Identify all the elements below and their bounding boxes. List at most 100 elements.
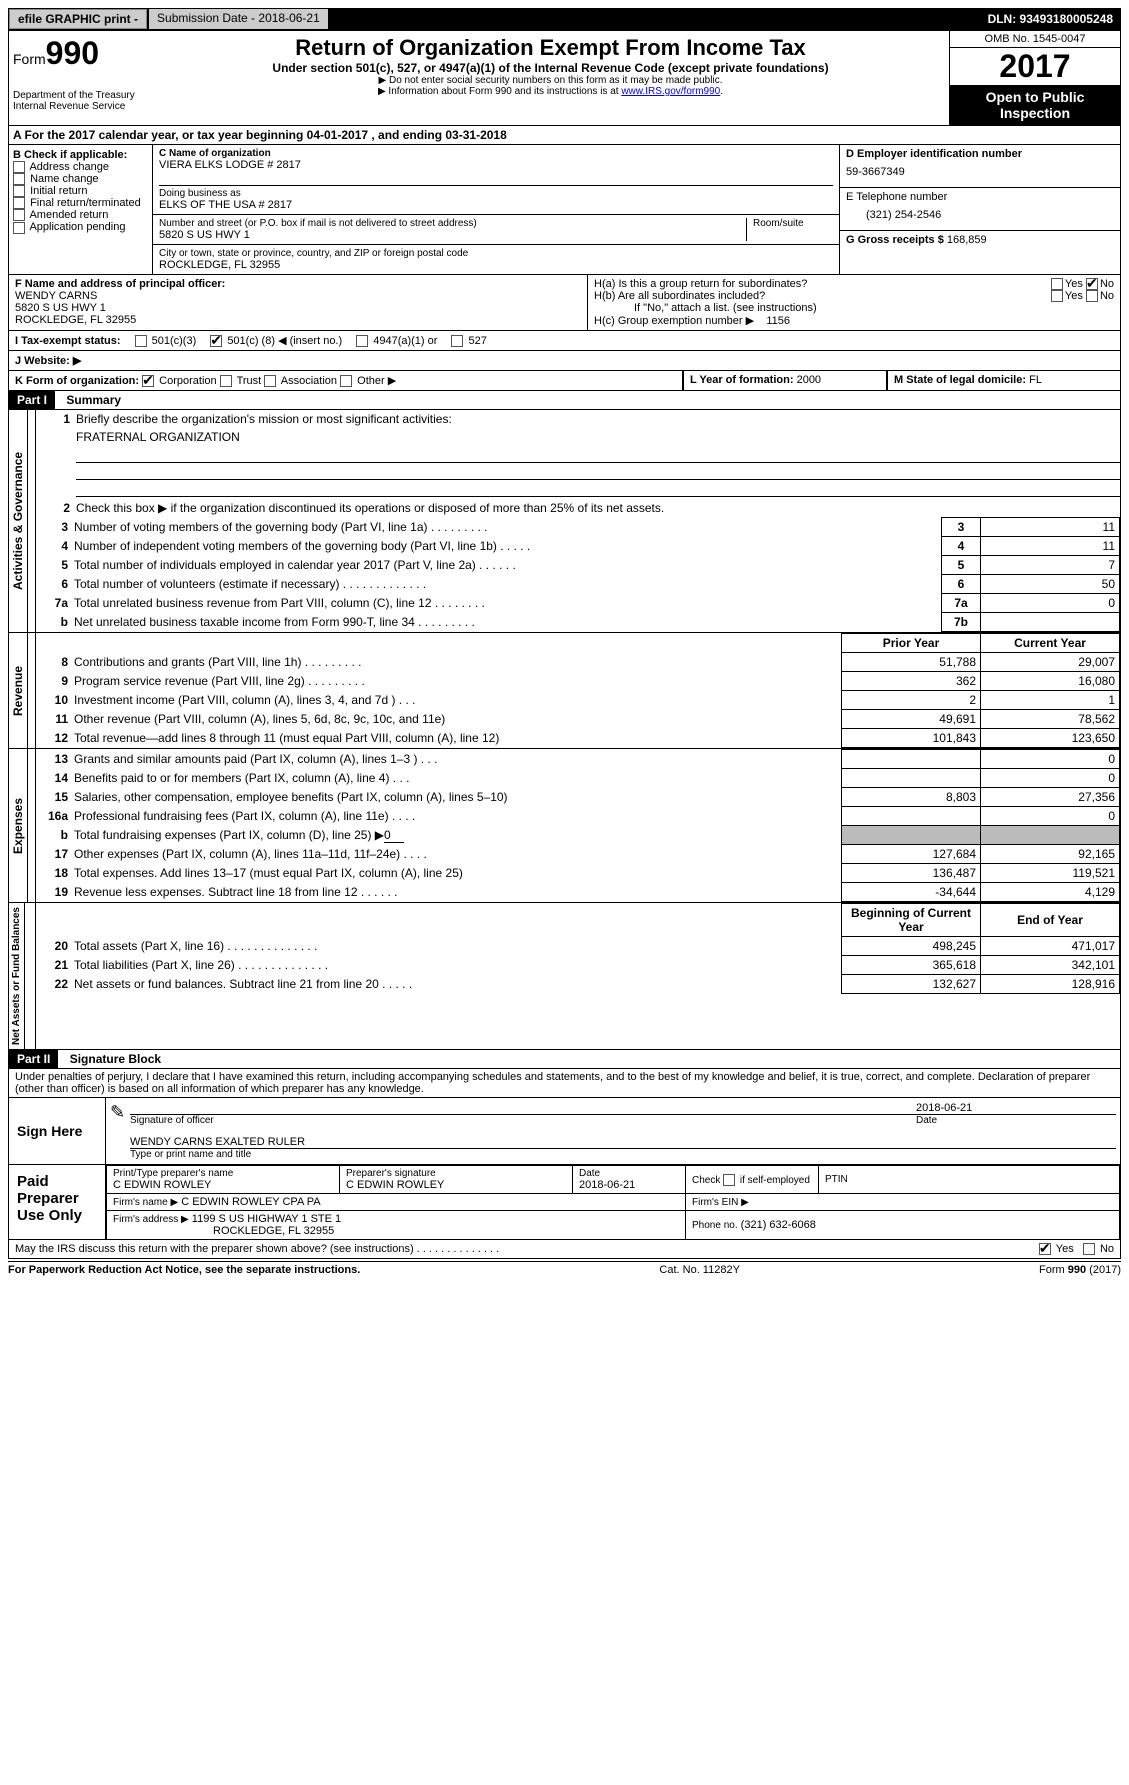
lbl-initial-return: Initial return xyxy=(30,185,87,197)
lbl-discuss-no: No xyxy=(1100,1243,1114,1255)
submission-date-label: Submission Date - 2018-06-21 xyxy=(149,9,328,29)
lbl-501c-close: ) ◀ (insert no.) xyxy=(271,335,342,347)
paperwork-notice: For Paperwork Reduction Act Notice, see … xyxy=(8,1264,360,1276)
lbl-telephone: E Telephone number xyxy=(846,191,1114,203)
line17-label: Other expenses (Part IX, column (A), lin… xyxy=(74,847,427,861)
checkbox-other[interactable] xyxy=(340,375,352,387)
checkbox-501c[interactable] xyxy=(210,335,222,347)
line8-curr: 29,007 xyxy=(981,653,1120,672)
checkbox-ha-yes[interactable] xyxy=(1051,278,1063,290)
checkbox-527[interactable] xyxy=(451,335,463,347)
line11-curr: 78,562 xyxy=(981,710,1120,729)
checkbox-hb-yes[interactable] xyxy=(1051,290,1063,302)
hb-question: H(b) Are all subordinates included? xyxy=(594,290,765,302)
lbl-final-return: Final return/terminated xyxy=(30,197,141,209)
line13-label: Grants and similar amounts paid (Part IX… xyxy=(74,752,437,766)
firm-addr2: ROCKLEDGE, FL 32955 xyxy=(113,1225,334,1237)
lbl-discuss-preparer: May the IRS discuss this return with the… xyxy=(15,1243,499,1255)
line11-label: Other revenue (Part VIII, column (A), li… xyxy=(74,712,445,726)
line13-curr: 0 xyxy=(981,750,1120,769)
lbl-name-title: Type or print name and title xyxy=(130,1149,1116,1160)
line3-value: 11 xyxy=(981,518,1120,537)
line22-label: Net assets or fund balances. Subtract li… xyxy=(74,977,412,991)
checkbox-application-pending[interactable] xyxy=(13,222,25,234)
line1-value: FRATERNAL ORGANIZATION xyxy=(36,428,1120,446)
line16b-curr-grey xyxy=(981,826,1120,845)
ein-value: 59-3667349 xyxy=(846,160,1114,184)
line19-prior: -34,644 xyxy=(842,883,981,902)
lbl-dba: Doing business as xyxy=(159,188,833,199)
dba-name: ELKS OF THE USA # 2817 xyxy=(159,199,833,211)
ha-question: H(a) Is this a group return for subordin… xyxy=(594,278,894,290)
open-to-public: Open to Public Inspection xyxy=(950,85,1120,125)
lbl-no-2: No xyxy=(1100,290,1114,302)
line12-prior: 101,843 xyxy=(842,729,981,748)
line21-prior: 365,618 xyxy=(842,956,981,975)
row-klm: K Form of organization: Corporation Trus… xyxy=(8,371,1121,391)
lbl-form-of-org: K Form of organization: xyxy=(15,375,139,387)
lbl-firm-ein: Firm's EIN ▶ xyxy=(692,1197,749,1208)
page-footer: For Paperwork Reduction Act Notice, see … xyxy=(8,1261,1121,1276)
top-bar: efile GRAPHIC print - Submission Date - … xyxy=(8,8,1121,30)
lbl-self-employed: Check if self-employed xyxy=(692,1175,810,1186)
lbl-prep-sig: Preparer's signature xyxy=(346,1168,566,1179)
line6-label: Total number of volunteers (estimate if … xyxy=(74,577,426,591)
checkbox-ha-no[interactable] xyxy=(1086,278,1098,290)
checkbox-initial-return[interactable] xyxy=(13,185,25,197)
lbl-state-domicile: M State of legal domicile: xyxy=(894,374,1026,386)
sign-here-label: Sign Here xyxy=(9,1098,105,1164)
checkbox-final-return[interactable] xyxy=(13,197,25,209)
lbl-application-pending: Application pending xyxy=(29,221,125,233)
checkbox-discuss-no[interactable] xyxy=(1083,1243,1095,1255)
checkbox-4947[interactable] xyxy=(356,335,368,347)
line16a-curr: 0 xyxy=(981,807,1120,826)
line20-curr: 471,017 xyxy=(981,937,1120,956)
line19-curr: 4,129 xyxy=(981,883,1120,902)
side-label-revenue: Revenue xyxy=(9,633,28,748)
section-fh: F Name and address of principal officer:… xyxy=(8,275,1121,331)
line4-label: Number of independent voting members of … xyxy=(74,539,530,553)
ssn-note: ▶ Do not enter social security numbers o… xyxy=(156,75,945,86)
checkbox-name-change[interactable] xyxy=(13,173,25,185)
hc-question: H(c) Group exemption number ▶ xyxy=(594,315,754,327)
line14-prior xyxy=(842,769,981,788)
line10-curr: 1 xyxy=(981,691,1120,710)
officer-addr1: 5820 S US HWY 1 xyxy=(15,302,106,314)
hc-value: 1156 xyxy=(766,315,790,327)
line12-curr: 123,650 xyxy=(981,729,1120,748)
lbl-prep-date: Date xyxy=(579,1168,679,1179)
signature-block: Under penalties of perjury, I declare th… xyxy=(8,1069,1121,1240)
org-name: VIERA ELKS LODGE # 2817 xyxy=(159,159,833,171)
irs-link[interactable]: www.IRS.gov/form990 xyxy=(621,86,720,97)
checkbox-association[interactable] xyxy=(264,375,276,387)
checkbox-discuss-yes[interactable] xyxy=(1039,1243,1051,1255)
checkbox-amended-return[interactable] xyxy=(13,209,25,221)
checkbox-corporation[interactable] xyxy=(142,375,154,387)
checkbox-hb-no[interactable] xyxy=(1086,290,1098,302)
lbl-street: Number and street (or P.O. box if mail i… xyxy=(159,218,746,229)
sig-date-value: 2018-06-21 xyxy=(908,1102,1116,1115)
line3-label: Number of voting members of the governin… xyxy=(74,520,488,534)
hb-note: If "No," attach a list. (see instruction… xyxy=(594,302,1114,314)
line11-prior: 49,691 xyxy=(842,710,981,729)
checkbox-501c3[interactable] xyxy=(135,335,147,347)
line16a-label: Professional fundraising fees (Part IX, … xyxy=(74,809,415,823)
line17-curr: 92,165 xyxy=(981,845,1120,864)
prep-sig: C EDWIN ROWLEY xyxy=(346,1179,566,1191)
checkbox-trust[interactable] xyxy=(220,375,232,387)
cat-number: Cat. No. 11282Y xyxy=(659,1264,740,1276)
perjury-declaration: Under penalties of perjury, I declare th… xyxy=(9,1069,1120,1098)
row-a-tax-year: A For the 2017 calendar year, or tax yea… xyxy=(8,126,1121,145)
lbl-ein: D Employer identification number xyxy=(846,148,1114,160)
lbl-firm-addr: Firm's address ▶ xyxy=(113,1214,189,1225)
checkbox-self-employed[interactable] xyxy=(723,1174,735,1186)
lbl-room-suite: Room/suite xyxy=(753,218,833,229)
line16b-label: Total fundraising expenses (Part IX, col… xyxy=(74,828,384,842)
firm-phone: (321) 632-6068 xyxy=(741,1219,816,1231)
omb-number: OMB No. 1545-0047 xyxy=(950,31,1120,48)
line16b-prior-grey xyxy=(842,826,981,845)
irs-label: Internal Revenue Service xyxy=(13,101,148,112)
lbl-org-name: C Name of organization xyxy=(159,148,833,159)
checkbox-address-change[interactable] xyxy=(13,161,25,173)
col-current-year: Current Year xyxy=(981,634,1120,653)
